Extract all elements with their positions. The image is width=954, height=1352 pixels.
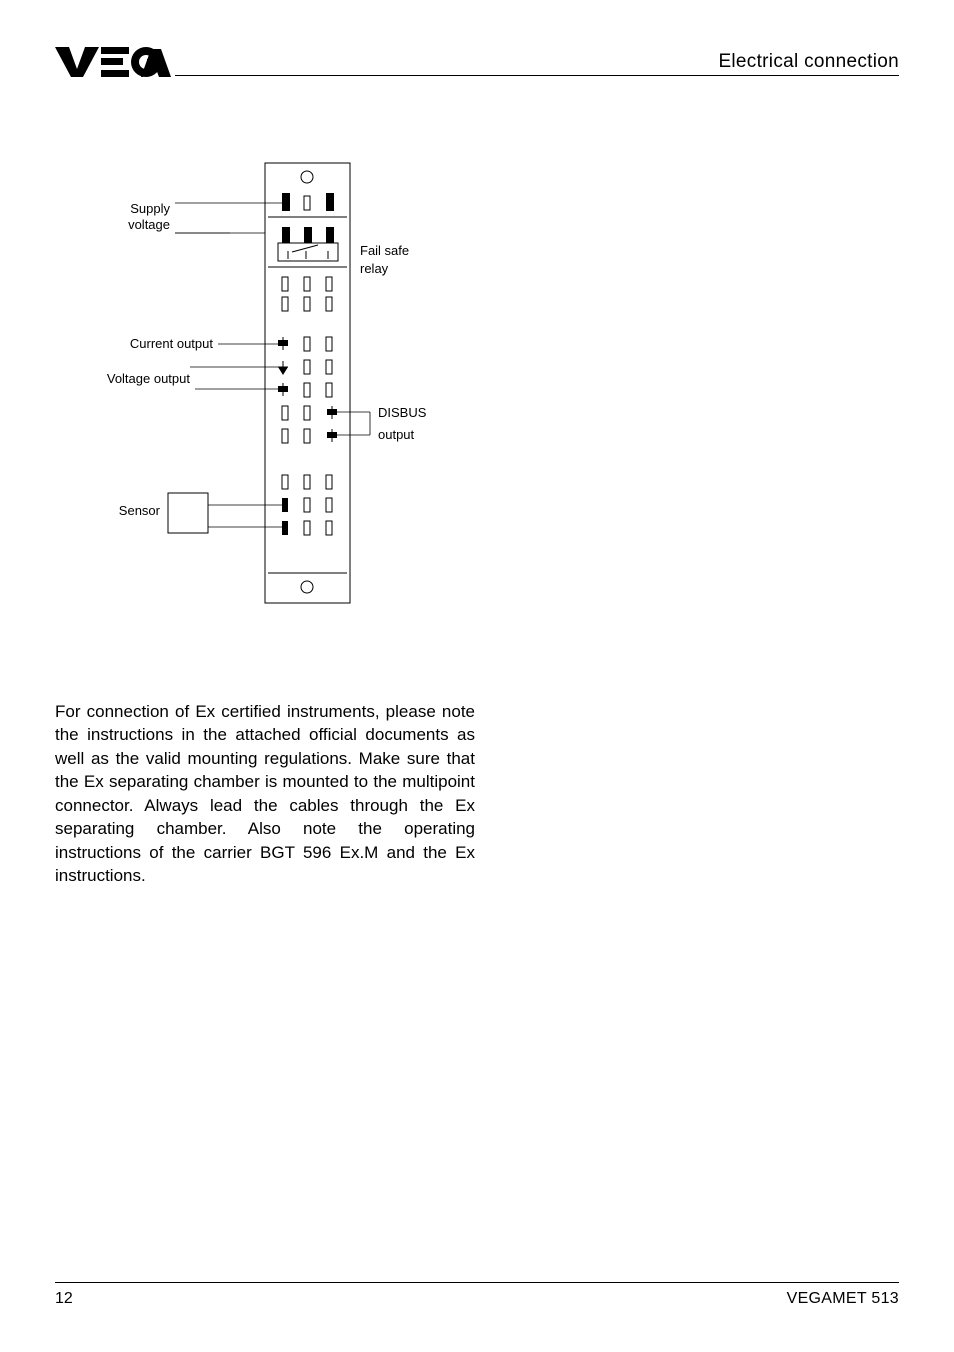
label-fail-safe-2: relay — [360, 261, 389, 276]
label-disbus-2: output — [378, 427, 415, 442]
connection-diagram: Supply voltage Current output Voltage ou… — [60, 155, 480, 615]
label-supply-voltage-1: Supply — [130, 201, 170, 216]
section-title: Electrical connection — [718, 51, 899, 73]
footer-rule — [55, 1282, 899, 1283]
page-header: Electrical connection — [55, 45, 899, 85]
label-current-output: Current output — [130, 336, 213, 351]
label-disbus-1: DISBUS — [378, 405, 427, 420]
vega-logo — [55, 45, 173, 84]
label-supply-voltage-2: voltage — [128, 217, 170, 232]
label-sensor: Sensor — [119, 503, 161, 518]
page-number: 12 — [55, 1290, 73, 1308]
header-rule — [175, 75, 899, 76]
label-fail-safe-1: Fail safe — [360, 243, 409, 258]
label-voltage-output: Voltage output — [107, 371, 191, 386]
page-footer: 12 VEGAMET 513 — [55, 1282, 899, 1312]
doc-title: VEGAMET 513 — [787, 1290, 899, 1308]
body-paragraph: For connection of Ex certified instrumen… — [55, 700, 475, 888]
